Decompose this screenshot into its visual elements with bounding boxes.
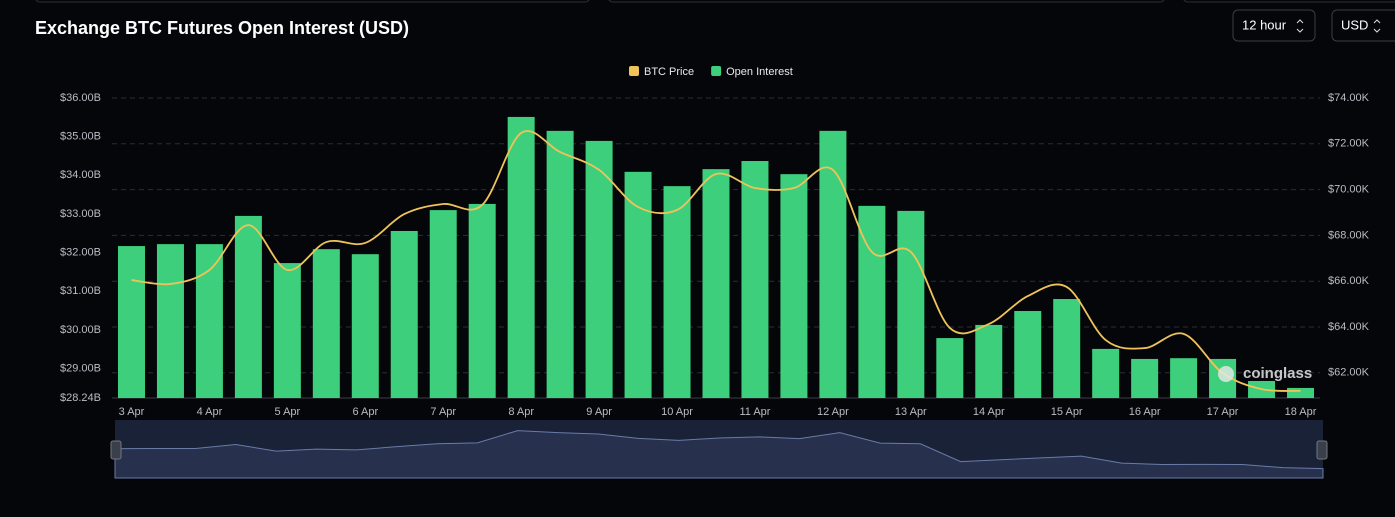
x-tick-label: 13 Apr	[895, 406, 927, 418]
select-arrows	[1296, 19, 1304, 33]
y-tick-label: $35.00B	[60, 131, 101, 143]
bar	[741, 161, 769, 398]
y2-tick-label: $72.00K	[1328, 138, 1370, 150]
bar	[1131, 358, 1159, 398]
top-box	[608, 0, 1165, 3]
x-tick-label: 16 Apr	[1129, 406, 1161, 418]
bar	[624, 171, 652, 398]
bar	[936, 338, 964, 398]
bar	[897, 210, 925, 398]
x-tick-label: 14 Apr	[973, 406, 1005, 418]
currency-label: USD	[1341, 17, 1368, 32]
y2-tick-label: $66.00K	[1328, 275, 1370, 287]
x-tick-label: 5 Apr	[275, 406, 301, 418]
bar	[975, 324, 1003, 398]
x-tick-label: 18 Apr	[1285, 406, 1317, 418]
select-arrows	[1373, 19, 1381, 33]
bar	[1092, 348, 1120, 398]
x-tick-label: 9 Apr	[586, 406, 612, 418]
x-tick-label: 11 Apr	[739, 406, 770, 418]
bar	[468, 203, 496, 398]
x-tick-label: 17 Apr	[1207, 406, 1239, 418]
y-tick-label: $33.00B	[60, 208, 101, 220]
bar	[156, 244, 184, 398]
y-tick-label: $32.00B	[60, 247, 101, 259]
y-tick-label: $31.00B	[60, 285, 101, 297]
watermark-icon	[1218, 366, 1234, 382]
navigator-handle	[1316, 440, 1328, 460]
y-tick-label: $28.24B	[60, 392, 101, 404]
bar	[1014, 311, 1042, 398]
y-tick-label: $29.00B	[60, 363, 101, 375]
bar	[819, 130, 847, 398]
bar	[429, 210, 457, 398]
bar	[507, 116, 535, 398]
bar	[234, 215, 262, 398]
interval-label: 12 hour	[1242, 17, 1287, 32]
bar	[546, 130, 574, 398]
navigator-handle	[110, 440, 122, 460]
x-tick-label: 6 Apr	[352, 406, 378, 418]
chart-title: Exchange BTC Futures Open Interest (USD)	[35, 18, 409, 38]
bar	[1287, 387, 1315, 398]
navigator-area	[114, 430, 1324, 479]
x-tick-label: 8 Apr	[508, 406, 534, 418]
top-box	[1183, 0, 1395, 3]
y-tick-label: $30.00B	[60, 324, 101, 336]
y2-tick-label: $62.00K	[1328, 367, 1370, 379]
y2-tick-label: $70.00K	[1328, 184, 1370, 196]
bar	[1170, 358, 1198, 398]
x-tick-label: 7 Apr	[430, 406, 456, 418]
legend-label: BTC Price	[644, 66, 694, 78]
bar	[390, 230, 418, 398]
x-tick-label: 15 Apr	[1051, 406, 1083, 418]
bar	[780, 174, 808, 398]
bar	[117, 246, 145, 398]
interval-select[interactable]	[1232, 9, 1316, 42]
legend-label: Open Interest	[726, 66, 793, 78]
x-tick-label: 4 Apr	[197, 406, 223, 418]
x-tick-label: 10 Apr	[661, 406, 693, 418]
currency-select[interactable]	[1331, 9, 1395, 42]
price-line	[131, 130, 1301, 392]
y2-tick-label: $64.00K	[1328, 321, 1370, 333]
x-tick-label: 3 Apr	[119, 406, 145, 418]
bar	[312, 249, 340, 398]
legend-swatch	[711, 66, 722, 76]
watermark: coinglass	[1243, 365, 1312, 382]
bar	[702, 169, 730, 398]
bar	[585, 140, 613, 399]
y-tick-label: $36.00B	[60, 92, 101, 104]
y-tick-label: $34.00B	[60, 169, 101, 181]
y2-tick-label: $74.00K	[1328, 92, 1370, 104]
x-tick-label: 12 Apr	[817, 406, 849, 418]
y2-tick-label: $68.00K	[1328, 229, 1370, 241]
bar	[195, 244, 223, 398]
top-box	[35, 0, 590, 3]
bar	[273, 263, 301, 398]
legend-swatch	[629, 66, 639, 76]
bar	[351, 254, 379, 398]
bar	[663, 186, 691, 398]
bar	[1053, 299, 1081, 398]
